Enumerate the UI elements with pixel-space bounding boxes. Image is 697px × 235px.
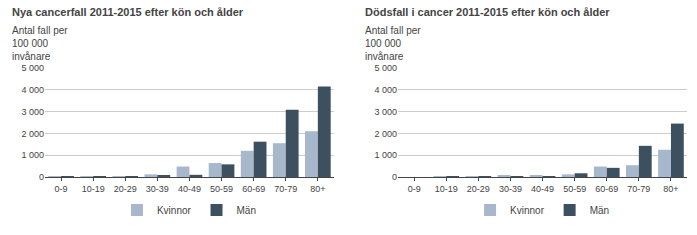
svg-text:2 000: 2 000 [375,129,398,139]
svg-text:Antal fall per100 000invånare: Antal fall per100 000invånare [12,25,68,62]
svg-text:10-19: 10-19 [435,184,458,194]
svg-text:3 000: 3 000 [375,107,398,117]
svg-text:3 000: 3 000 [21,107,44,117]
svg-text:10-19: 10-19 [82,184,105,194]
svg-text:70-79: 70-79 [627,184,650,194]
svg-text:0: 0 [39,172,44,182]
svg-text:Kvinnor: Kvinnor [510,205,545,216]
svg-text:80+: 80+ [310,184,325,194]
svg-text:Dödsfall i cancer 2011-2015 ef: Dödsfall i cancer 2011-2015 efter kön oc… [365,6,610,18]
svg-text:0-9: 0-9 [55,184,68,194]
svg-text:2 000: 2 000 [21,129,44,139]
svg-text:Män: Män [237,205,256,216]
svg-text:70-79: 70-79 [274,184,297,194]
svg-text:5 000: 5 000 [21,63,44,73]
svg-text:1 000: 1 000 [21,150,44,160]
svg-text:1 000: 1 000 [375,150,398,160]
svg-text:Antal fall per100 000invånare: Antal fall per100 000invånare [365,25,421,62]
svg-text:30-39: 30-39 [146,184,169,194]
svg-text:0: 0 [392,172,397,182]
svg-text:40-49: 40-49 [531,184,554,194]
svg-text:Kvinnor: Kvinnor [157,205,192,216]
svg-text:Män: Män [590,205,609,216]
svg-text:4 000: 4 000 [21,85,44,95]
svg-text:0-9: 0-9 [408,184,421,194]
svg-text:80+: 80+ [663,184,678,194]
svg-text:Nya cancerfall 2011-2015 efter: Nya cancerfall 2011-2015 efter kön och å… [12,6,244,18]
svg-text:40-49: 40-49 [178,184,201,194]
svg-text:4 000: 4 000 [375,85,398,95]
svg-text:50-59: 50-59 [563,184,586,194]
svg-text:5 000: 5 000 [375,63,398,73]
svg-text:30-39: 30-39 [499,184,522,194]
svg-text:60-69: 60-69 [595,184,618,194]
svg-text:60-69: 60-69 [242,184,265,194]
svg-text:20-29: 20-29 [467,184,490,194]
svg-text:20-29: 20-29 [114,184,137,194]
svg-text:50-59: 50-59 [210,184,233,194]
